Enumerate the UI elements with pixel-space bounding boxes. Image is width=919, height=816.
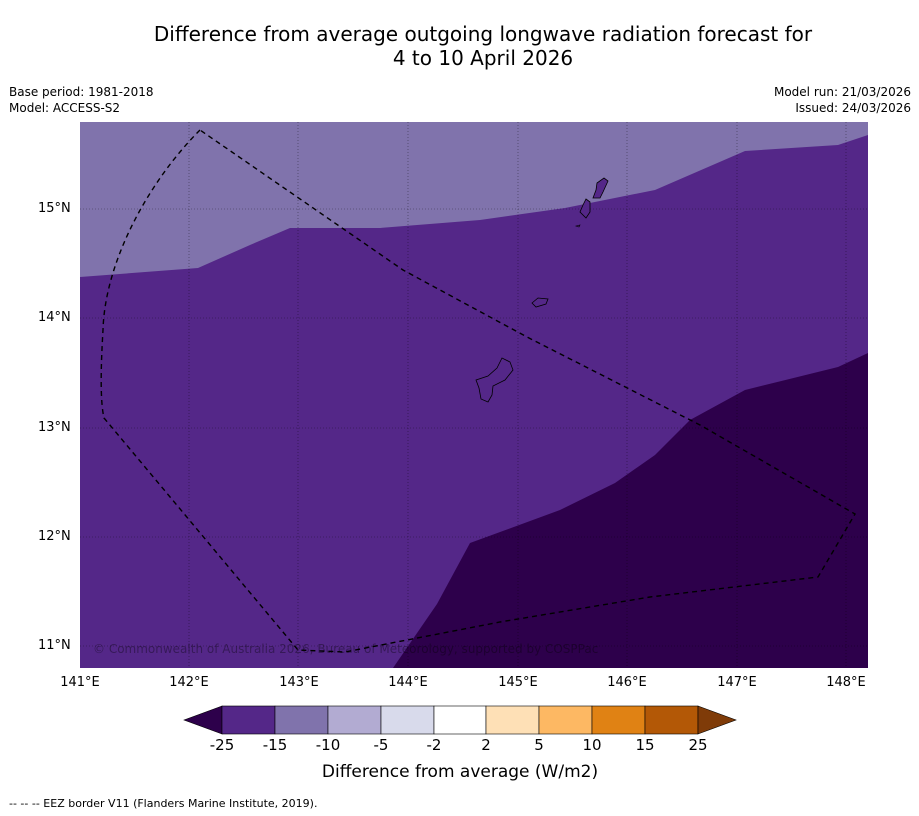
guam-island — [475, 357, 514, 403]
eez-footnote: -- -- -- EEZ border V11 (Flanders Marine… — [9, 797, 318, 810]
model-name: Model: ACCESS-S2 — [9, 101, 121, 115]
colorbar-extend-low — [183, 705, 223, 735]
cbar-tick-minus10: -10 — [315, 736, 341, 754]
saipan-island — [592, 177, 609, 199]
colorbar-segment-5 — [433, 705, 487, 735]
lon-tick-146: 146°E — [607, 675, 647, 690]
base-period: Base period: 1981-2018 — [9, 85, 154, 99]
band-minus15-minus10 — [80, 122, 868, 277]
cbar-tick-5: 5 — [534, 736, 544, 754]
map-canvas — [80, 122, 868, 668]
colorbar-label: Difference from average (W/m2) — [321, 762, 599, 782]
cbar-tick-25: 25 — [688, 736, 708, 754]
lon-tick-147: 147°E — [717, 675, 757, 690]
colorbar-segment-1 — [221, 705, 276, 735]
islands — [475, 177, 609, 403]
lat-tick-11: 11°N — [38, 638, 71, 653]
map-title-line2: 4 to 10 April 2026 — [392, 46, 574, 70]
eez-border — [100, 129, 856, 653]
issued-date: Issued: 24/03/2026 — [795, 101, 911, 115]
colorbar-segment-7 — [538, 705, 593, 735]
cbar-tick-15: 15 — [635, 736, 655, 754]
cbar-tick-minus5: -5 — [373, 736, 389, 754]
colorbar-segment-9 — [644, 705, 699, 735]
lon-tick-148: 148°E — [826, 675, 866, 690]
lon-tick-145: 145°E — [498, 675, 538, 690]
metadata-right: Model run: 21/03/2026 Issued: 24/03/2026 — [774, 84, 911, 116]
cbar-tick-minus15: -15 — [262, 736, 288, 754]
map-title-line1: Difference from average outgoing longwav… — [153, 22, 813, 46]
map-title: Difference from average outgoing longwav… — [60, 22, 906, 70]
lat-tick-14: 14°N — [38, 310, 71, 325]
lat-tick-13: 13°N — [38, 420, 71, 435]
colorbar-segment-2 — [274, 705, 329, 735]
cbar-tick-2: 2 — [481, 736, 491, 754]
cbar-tick-minus25: -25 — [209, 736, 235, 754]
rota-island — [531, 297, 549, 308]
lat-tick-12: 12°N — [38, 529, 71, 544]
aguijan-island — [574, 224, 581, 228]
colorbar-segment-4 — [380, 705, 435, 735]
cbar-tick-10: 10 — [582, 736, 602, 754]
colorbar-segment-8 — [591, 705, 646, 735]
colorbar-extend-high — [697, 705, 737, 735]
copyright-notice: © Commonwealth of Australia 2026, Bureau… — [93, 642, 599, 656]
lon-tick-141: 141°E — [60, 675, 100, 690]
lon-tick-142: 142°E — [169, 675, 209, 690]
lat-tick-15: 15°N — [38, 201, 71, 216]
lon-tick-144: 144°E — [388, 675, 428, 690]
colorbar-segment-6 — [485, 705, 540, 735]
model-run: Model run: 21/03/2026 — [773, 85, 911, 99]
colorbar-segment-3 — [327, 705, 382, 735]
lon-tick-143: 143°E — [279, 675, 319, 690]
metadata-left: Base period: 1981-2018 Model: ACCESS-S2 — [9, 84, 154, 116]
cbar-tick-minus2: -2 — [426, 736, 442, 754]
band-below-minus25 — [393, 353, 868, 668]
graticule — [80, 122, 868, 668]
tinian-island — [579, 198, 591, 219]
